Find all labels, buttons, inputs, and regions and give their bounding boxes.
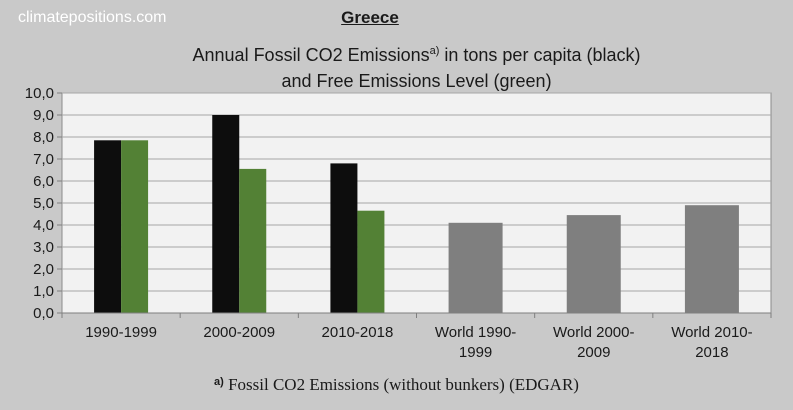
x-category-label: 2018 <box>695 344 728 361</box>
chart-country-title: Greece <box>341 8 399 27</box>
subtitle-part1: Annual Fossil CO2 Emissions <box>192 45 430 65</box>
chart-subtitle: Annual Fossil CO2 Emissionsa) in tons pe… <box>20 38 793 94</box>
y-tick-label: 4,0 <box>33 217 54 234</box>
bar <box>448 222 503 313</box>
footnote-mark: a) <box>214 376 224 388</box>
x-category-label: World 2010- <box>671 324 752 341</box>
x-category-label: 1999 <box>459 344 492 361</box>
x-category-label: World 2000- <box>553 324 634 341</box>
x-category-label: 1990-1999 <box>85 324 157 341</box>
y-tick-label: 3,0 <box>33 239 54 256</box>
bar <box>357 210 385 313</box>
y-tick-label: 10,0 <box>25 85 54 102</box>
site-label: climatepositions.com <box>18 9 167 26</box>
footnote-text: Fossil CO2 Emissions (without bunkers) (… <box>223 375 579 394</box>
y-tick-label: 0,0 <box>33 305 54 322</box>
x-category-label: 2000-2009 <box>203 324 275 341</box>
x-category-label: 2010-2018 <box>322 324 394 341</box>
bar <box>330 163 358 313</box>
bar <box>239 168 267 313</box>
bar <box>684 205 739 313</box>
bar <box>212 115 240 313</box>
footnote: a) Fossil CO2 Emissions (without bunkers… <box>0 375 793 395</box>
y-tick-label: 5,0 <box>33 195 54 212</box>
y-tick-label: 2,0 <box>33 261 54 278</box>
y-tick-label: 7,0 <box>33 151 54 168</box>
bar <box>121 140 149 313</box>
y-tick-label: 1,0 <box>33 283 54 300</box>
bar <box>566 215 621 313</box>
y-tick-label: 9,0 <box>33 107 54 124</box>
y-tick-label: 6,0 <box>33 173 54 190</box>
bar <box>94 140 122 313</box>
x-category-label: 2009 <box>577 344 610 361</box>
x-category-label: World 1990- <box>435 324 516 341</box>
subtitle-line2: and Free Emissions Level (green) <box>281 71 552 91</box>
subtitle-part2: in tons per capita (black) <box>439 45 641 65</box>
y-tick-label: 8,0 <box>33 129 54 146</box>
subtitle-footnote-mark: a) <box>429 45 440 57</box>
